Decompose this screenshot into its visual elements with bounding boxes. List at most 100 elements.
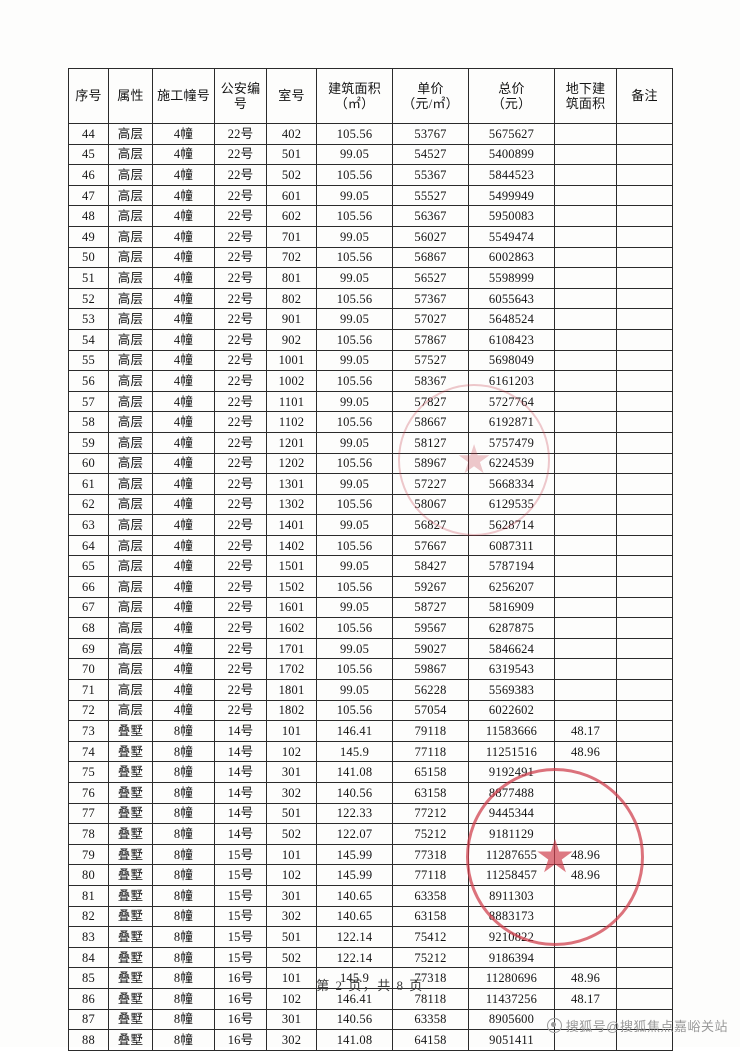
- cell-building-no: 8幢: [152, 987, 215, 1010]
- cell-index: 56: [68, 370, 109, 392]
- table-row: 57 高层 4幢 22号 1101 99.05 57827 5727764: [68, 390, 673, 413]
- cell-remark: [616, 905, 673, 928]
- cell-index: 64: [68, 534, 109, 557]
- cell-public-security-no: 22号: [214, 493, 267, 516]
- cell-underground-area: [554, 493, 617, 516]
- table-row: 77 叠墅 8幢 14号 501 122.33 77212 9445344: [68, 802, 673, 825]
- cell-total-price: 8877488: [468, 782, 555, 804]
- cell-remark: [616, 267, 673, 289]
- table-row: 81 叠墅 8幢 15号 301 140.65 63358 8911303: [68, 884, 673, 907]
- cell-building-no: 4幢: [152, 205, 215, 227]
- cell-remark: [616, 596, 673, 619]
- cell-attribute: 高层: [108, 514, 153, 536]
- cell-remark: [616, 411, 673, 433]
- cell-unit-price: 59567: [392, 617, 469, 639]
- cell-underground-area: 48.96: [554, 864, 617, 886]
- cell-unit-price: 58427: [392, 555, 469, 578]
- cell-attribute: 高层: [108, 576, 153, 598]
- cell-remark: [616, 843, 673, 866]
- cell-remark: [616, 884, 673, 907]
- cell-unit-price: 56867: [392, 246, 469, 269]
- cell-index: 57: [68, 390, 109, 413]
- cell-attribute: 叠墅: [108, 905, 153, 928]
- cell-total-price: 6319543: [468, 658, 555, 681]
- cell-room-no: 1401: [266, 514, 317, 536]
- cell-unit-price: 65158: [392, 761, 469, 783]
- cell-unit-price: 77212: [392, 802, 469, 825]
- column-header-public-security-no-line1: 公安编: [220, 80, 261, 96]
- column-header-unit-price-line2: （元/㎡）: [402, 96, 459, 111]
- cell-total-price: 5846624: [468, 637, 555, 660]
- cell-room-no: 101: [266, 843, 317, 866]
- column-header-index: 序号: [68, 68, 109, 124]
- cell-unit-price: 57527: [392, 349, 469, 372]
- table-row: 53 高层 4幢 22号 901 99.05 57027 5648524: [68, 308, 673, 330]
- cell-room-no: 601: [266, 184, 317, 207]
- cell-room-no: 301: [266, 1008, 317, 1031]
- cell-index: 52: [68, 287, 109, 310]
- cell-index: 67: [68, 596, 109, 619]
- cell-remark: [616, 287, 673, 310]
- cell-total-price: 6192871: [468, 411, 555, 433]
- table-row: 61 高层 4幢 22号 1301 99.05 57227 5668334: [68, 473, 673, 495]
- cell-public-security-no: 22号: [214, 514, 267, 536]
- cell-public-security-no: 14号: [214, 720, 267, 742]
- cell-unit-price: 56367: [392, 205, 469, 227]
- cell-public-security-no: 22号: [214, 534, 267, 557]
- cell-floor-area: 105.56: [316, 493, 393, 516]
- cell-total-price: 9186394: [468, 946, 555, 969]
- cell-index: 75: [68, 761, 109, 783]
- cell-total-price: 8905600: [468, 1008, 555, 1031]
- table-row: 63 高层 4幢 22号 1401 99.05 56827 5628714: [68, 514, 673, 536]
- cell-underground-area: [554, 143, 617, 166]
- column-header-floor-area-line1: 建筑面积: [328, 80, 381, 96]
- cell-room-no: 802: [266, 287, 317, 310]
- cell-remark: [616, 493, 673, 516]
- cell-index: 46: [68, 164, 109, 186]
- cell-floor-area: 122.14: [316, 926, 393, 948]
- cell-index: 60: [68, 452, 109, 475]
- cell-remark: [616, 946, 673, 969]
- cell-room-no: 1701: [266, 637, 317, 660]
- column-header-unit-price-line1: 单价: [417, 80, 444, 96]
- cell-room-no: 701: [266, 225, 317, 248]
- cell-underground-area: [554, 246, 617, 269]
- cell-unit-price: 59867: [392, 658, 469, 681]
- column-header-attribute: 属性: [108, 68, 153, 124]
- cell-total-price: 6224539: [468, 452, 555, 475]
- cell-building-no: 8幢: [152, 740, 215, 763]
- cell-attribute: 叠墅: [108, 884, 153, 907]
- cell-floor-area: 105.56: [316, 576, 393, 598]
- cell-index: 53: [68, 308, 109, 330]
- cell-attribute: 高层: [108, 637, 153, 660]
- cell-public-security-no: 14号: [214, 740, 267, 763]
- cell-attribute: 叠墅: [108, 782, 153, 804]
- cell-public-security-no: 22号: [214, 699, 267, 722]
- watermark-text: 搜狐号@搜狐焦点嘉峪关站: [565, 1019, 728, 1034]
- cell-room-no: 1601: [266, 596, 317, 619]
- cell-total-price: 5787194: [468, 555, 555, 578]
- cell-floor-area: 99.05: [316, 308, 393, 330]
- cell-room-no: 302: [266, 905, 317, 928]
- cell-room-no: 402: [266, 123, 317, 145]
- cell-index: 66: [68, 576, 109, 598]
- cell-public-security-no: 22号: [214, 267, 267, 289]
- cell-floor-area: 105.56: [316, 452, 393, 475]
- cell-floor-area: 99.05: [316, 225, 393, 248]
- cell-underground-area: [554, 411, 617, 433]
- cell-underground-area: [554, 658, 617, 681]
- cell-total-price: 6087311: [468, 534, 555, 557]
- cell-underground-area: [554, 596, 617, 619]
- cell-building-no: 4幢: [152, 370, 215, 392]
- cell-floor-area: 105.56: [316, 617, 393, 639]
- cell-unit-price: 58067: [392, 493, 469, 516]
- cell-public-security-no: 22号: [214, 576, 267, 598]
- table-row: 46 高层 4幢 22号 502 105.56 55367 5844523: [68, 164, 673, 186]
- cell-floor-area: 105.56: [316, 658, 393, 681]
- cell-public-security-no: 22号: [214, 287, 267, 310]
- cell-room-no: 501: [266, 143, 317, 166]
- table-row: 68 高层 4幢 22号 1602 105.56 59567 6287875: [68, 617, 673, 639]
- table-row: 45 高层 4幢 22号 501 99.05 54527 5400899: [68, 143, 673, 166]
- cell-underground-area: 48.17: [554, 720, 617, 742]
